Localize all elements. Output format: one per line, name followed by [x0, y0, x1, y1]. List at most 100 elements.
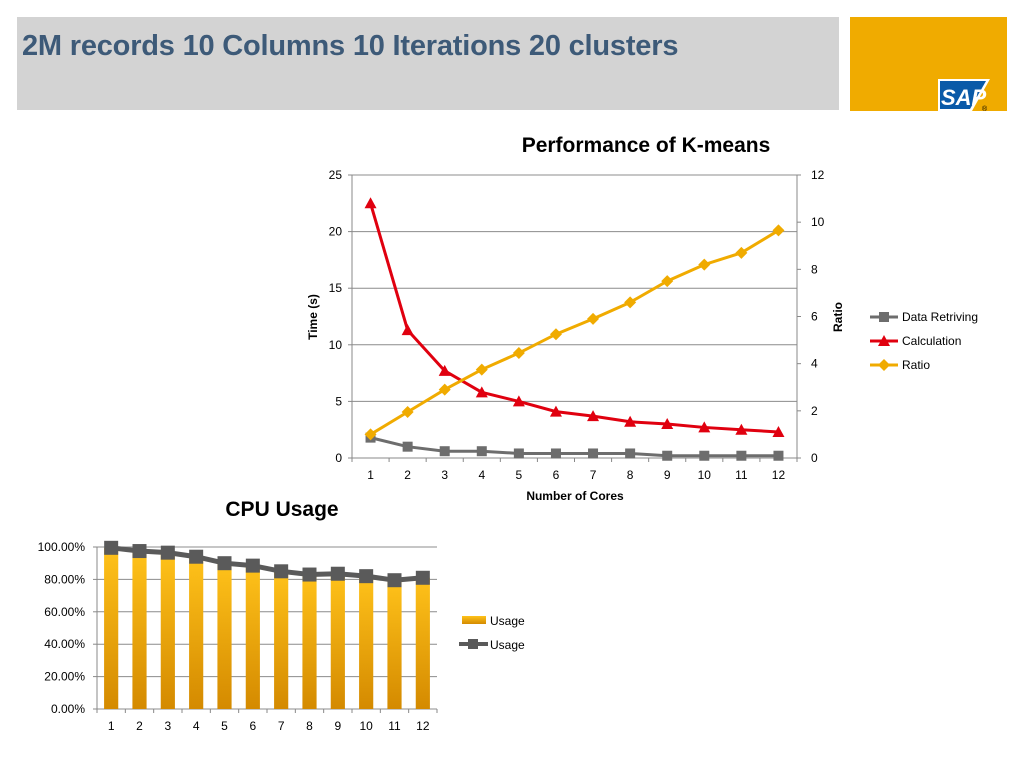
y2-tick-label: 0 — [811, 451, 818, 465]
data-point-calculation — [587, 410, 600, 422]
data-point-calculation — [661, 418, 674, 430]
y2-tick-label: 6 — [811, 310, 818, 324]
x-tick-label: 11 — [388, 719, 401, 733]
x-tick-label: 8 — [627, 468, 634, 482]
x-tick-label: 10 — [359, 719, 373, 733]
x-tick-label: 9 — [334, 719, 341, 733]
y-tick-label: 5 — [335, 394, 342, 408]
data-point-ratio — [624, 296, 637, 309]
data-point-calculation — [512, 395, 525, 407]
data-point-calculation — [364, 197, 377, 209]
legend-marker-usage — [468, 639, 478, 649]
usage-point — [330, 566, 345, 581]
sap-logo-registered: ® — [982, 105, 988, 111]
usage-bar — [387, 580, 402, 709]
usage-point — [217, 556, 232, 571]
usage-point — [132, 544, 147, 559]
usage-point — [104, 540, 119, 555]
usage-bar — [359, 576, 374, 709]
data-point-ratio — [364, 428, 377, 441]
x-tick-label: 7 — [590, 468, 597, 482]
usage-bar — [415, 577, 430, 709]
x-tick-label: 4 — [193, 719, 200, 733]
x-tick-label: 1 — [367, 468, 374, 482]
data-point-ratio — [587, 312, 600, 325]
y-tick-label: 40.00% — [44, 637, 85, 651]
y-tick-label: 60.00% — [44, 605, 85, 619]
legend-label-calculation: Calculation — [902, 334, 961, 348]
data-point-calculation — [735, 423, 748, 435]
x-tick-label: 3 — [164, 719, 171, 733]
y-tick-label: 80.00% — [44, 572, 85, 586]
x-tick-label: 11 — [735, 468, 748, 482]
data-point-data-retriving — [439, 446, 450, 457]
data-point-calculation — [438, 364, 451, 376]
y-tick-label: 25 — [329, 168, 343, 182]
data-point-data-retriving — [662, 450, 673, 461]
data-point-calculation — [475, 386, 488, 398]
y-tick-label: 10 — [329, 338, 343, 352]
data-point-data-retriving — [476, 446, 487, 457]
y2-tick-label: 8 — [811, 262, 818, 276]
usage-point — [387, 573, 402, 588]
y2-tick-label: 10 — [811, 215, 825, 229]
y-tick-label: 15 — [329, 281, 343, 295]
data-point-ratio — [401, 406, 414, 419]
x-tick-label: 8 — [306, 719, 313, 733]
legend-label-data-retriving: Data Retriving — [902, 310, 978, 324]
usage-bar — [132, 551, 147, 709]
legend-label-usage-bar: Usage — [490, 614, 525, 628]
series-line-data-retriving — [370, 436, 779, 458]
usage-bar — [274, 571, 289, 709]
data-point-data-retriving — [550, 448, 561, 459]
sap-logo: SAP ® — [850, 17, 1007, 111]
usage-bar — [189, 556, 204, 709]
data-point-calculation — [772, 425, 785, 437]
data-point-calculation — [549, 405, 562, 417]
data-point-ratio — [549, 328, 562, 341]
data-point-data-retriving — [736, 450, 747, 461]
legend-swatch-usage-bar — [462, 616, 486, 624]
y-tick-label: 20 — [329, 225, 343, 239]
usage-line — [110, 545, 424, 583]
title-bar — [17, 17, 839, 110]
x-tick-label: 6 — [553, 468, 560, 482]
y2-tick-label: 12 — [811, 168, 825, 182]
legend-label-ratio: Ratio — [902, 358, 930, 372]
sap-logo-badge-inner — [940, 81, 986, 109]
slide-title: 2M records 10 Columns 10 Iterations 20 c… — [22, 30, 679, 62]
y-tick-label: 0 — [335, 451, 342, 465]
x-tick-label: 9 — [664, 468, 671, 482]
x-tick-label: 6 — [249, 719, 256, 733]
y-axis-label: Time (s) — [306, 294, 320, 340]
y2-tick-label: 4 — [811, 357, 818, 371]
data-point-calculation — [698, 421, 711, 433]
x-axis-label: Number of Cores — [526, 489, 624, 503]
data-point-ratio — [735, 246, 748, 259]
x-tick-label: 4 — [478, 468, 485, 482]
usage-bar — [104, 547, 119, 709]
usage-point — [302, 567, 317, 582]
usage-bar — [245, 565, 260, 709]
data-point-calculation — [401, 324, 414, 336]
x-tick-label: 12 — [416, 719, 430, 733]
usage-bar — [160, 552, 175, 709]
chart-title: CPU Usage — [225, 498, 338, 521]
x-tick-label: 1 — [108, 719, 115, 733]
series-line-ratio — [369, 229, 780, 436]
y-tick-label: 100.00% — [38, 540, 86, 554]
x-tick-label: 3 — [441, 468, 448, 482]
data-point-data-retriving — [402, 441, 413, 452]
usage-bar — [302, 574, 317, 709]
legend-marker-data-retriving — [879, 312, 889, 322]
y-tick-label: 20.00% — [44, 670, 85, 684]
series-line-calculation — [369, 202, 779, 434]
usage-bar — [330, 573, 345, 709]
x-tick-label: 12 — [772, 468, 786, 482]
usage-bar — [217, 563, 232, 709]
data-point-ratio — [438, 383, 451, 396]
usage-point — [415, 570, 430, 585]
data-point-ratio — [475, 363, 488, 376]
